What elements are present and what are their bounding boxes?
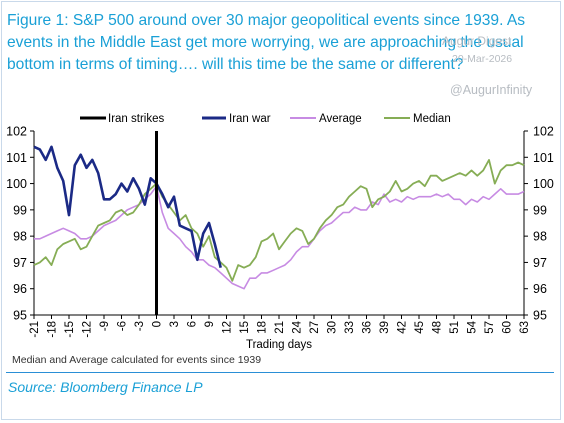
legend-label-iran-war: Iran war	[229, 113, 271, 125]
y-tick-label-right: 98	[533, 230, 547, 244]
x-tick-label: -18	[47, 321, 59, 338]
series-line-median	[33, 158, 525, 282]
x-tick-label: 57	[484, 321, 496, 334]
x-tick-label: 6	[187, 321, 199, 327]
x-tick-label: 39	[379, 321, 391, 334]
source-note: Source: Bloomberg Finance LP	[8, 379, 203, 395]
x-tick-label: 63	[519, 321, 531, 334]
x-tick-label: -15	[64, 321, 76, 338]
y-tick-label-right: 102	[533, 125, 554, 139]
x-tick-label: 54	[467, 320, 479, 333]
y-tick-label-left: 96	[13, 282, 27, 296]
legend-label-median: Median	[413, 113, 451, 125]
y-tick-label-right: 95	[533, 309, 547, 323]
x-tick-label: 9	[204, 321, 216, 327]
x-tick-label: 0	[152, 321, 164, 327]
y-tick-label-right: 99	[533, 203, 547, 217]
x-tick-label: 48	[432, 321, 444, 334]
chart-footnote: Median and Average calculated for events…	[12, 354, 262, 366]
y-tick-label-left: 102	[6, 125, 27, 139]
y-tick-label-right: 97	[533, 256, 547, 270]
legend-label-average: Average	[319, 113, 362, 125]
legend-label-iran-strikes: Iran strikes	[108, 113, 164, 125]
x-tick-label: 36	[362, 321, 374, 334]
x-axis-title: Trading days	[246, 339, 312, 351]
y-tick-label-right: 96	[533, 282, 547, 296]
x-tick-label: 30	[327, 321, 339, 334]
y-tick-label-right: 101	[533, 151, 554, 165]
y-tick-label-left: 97	[13, 256, 27, 270]
y-tick-label-left: 99	[13, 203, 27, 217]
x-tick-label: 51	[449, 321, 461, 334]
x-tick-label: 27	[309, 321, 321, 334]
x-tick-label: -12	[82, 321, 94, 338]
x-tick-label: 15	[239, 321, 251, 334]
y-tick-label-right: 100	[533, 177, 554, 191]
y-tick-label-left: 98	[13, 230, 27, 244]
x-tick-label: 12	[222, 321, 234, 334]
series-line-iran-war	[33, 145, 222, 269]
x-tick-label: 33	[344, 321, 356, 334]
x-tick-label: 60	[502, 321, 514, 334]
x-tick-label: 24	[292, 320, 304, 333]
x-tick-label: 42	[397, 321, 409, 334]
x-tick-label: 18	[257, 321, 269, 334]
y-tick-label-left: 101	[6, 151, 27, 165]
y-tick-label-left: 95	[13, 309, 27, 323]
figure-title: Figure 1: S&P 500 around over 30 major g…	[7, 12, 526, 73]
x-tick-label: 21	[274, 321, 286, 334]
source-divider	[6, 372, 554, 373]
y-tick-label-left: 100	[6, 177, 27, 191]
x-tick-label: -6	[117, 321, 129, 331]
series-line-average	[34, 185, 525, 290]
x-tick-label: -21	[29, 321, 41, 338]
x-tick-label: 3	[169, 321, 181, 327]
x-tick-label: 45	[414, 321, 426, 334]
x-tick-label: -3	[134, 321, 146, 331]
x-tick-label: -9	[99, 321, 111, 331]
